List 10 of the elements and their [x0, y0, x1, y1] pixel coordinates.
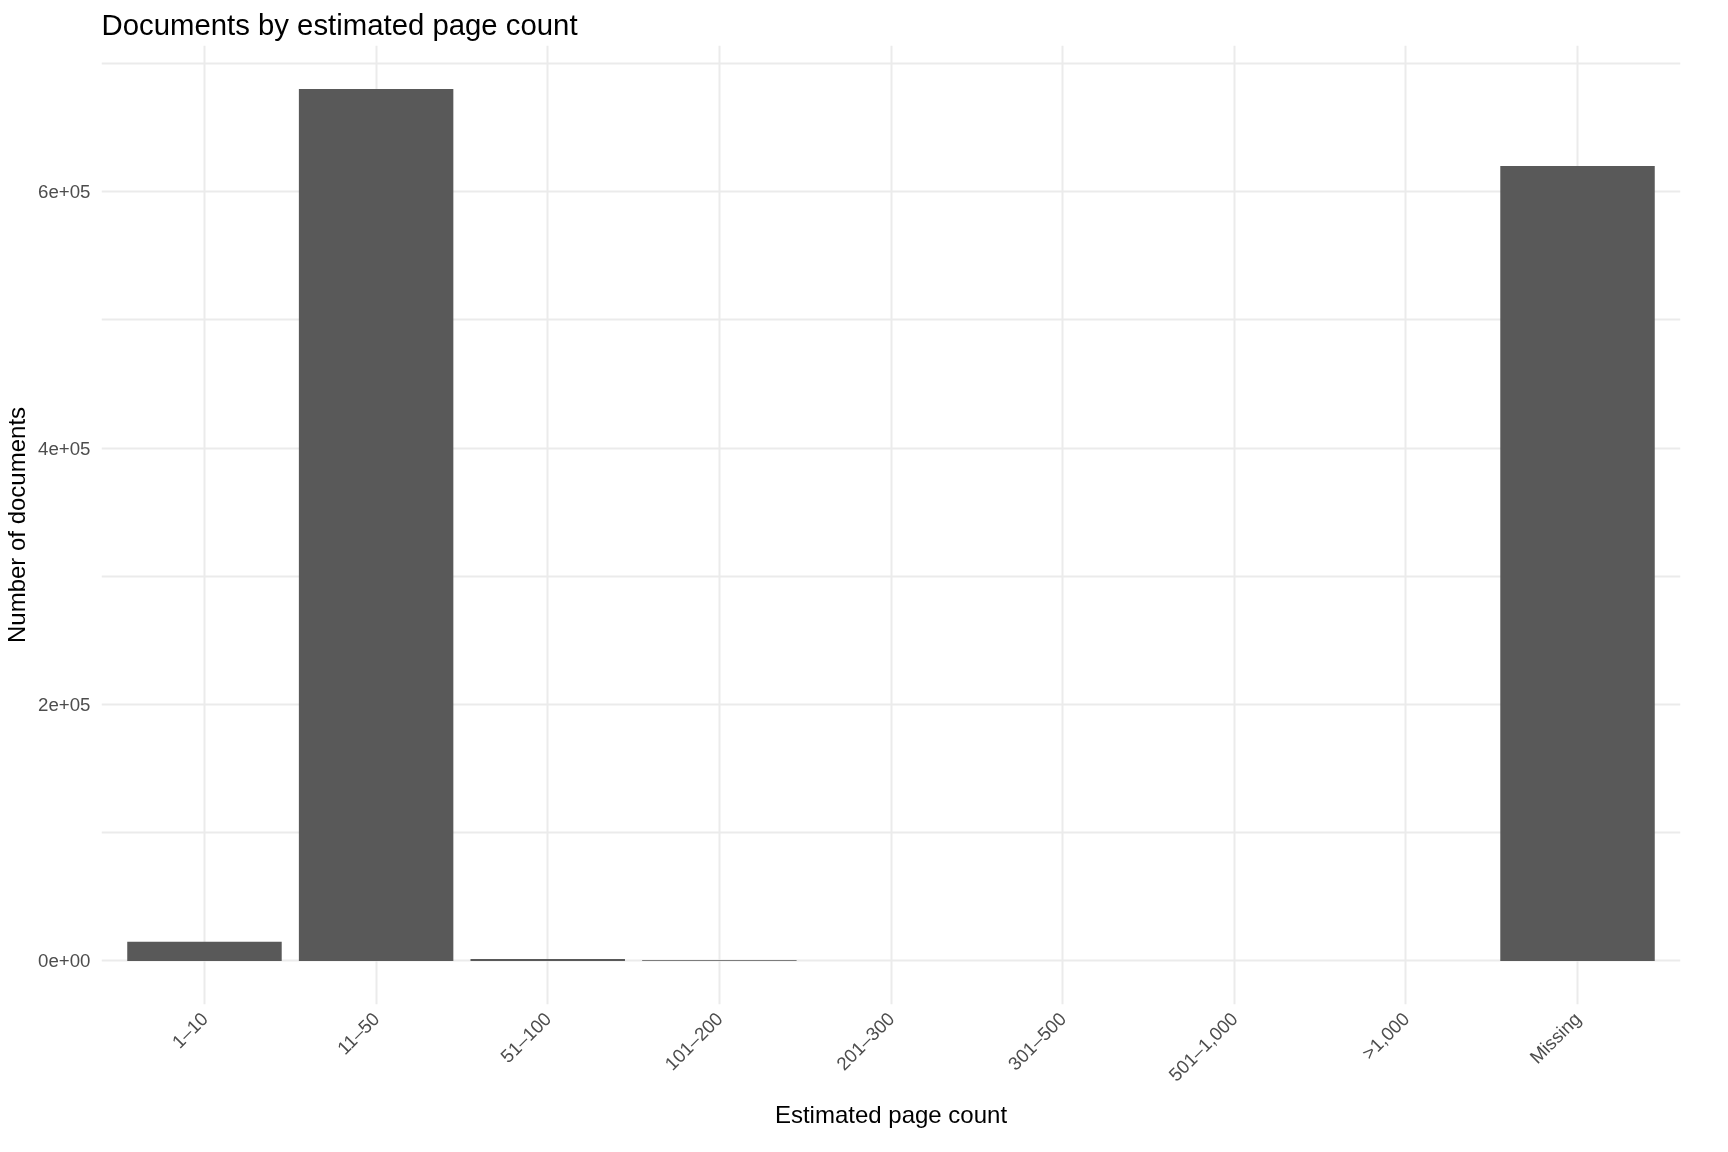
bar [298, 89, 454, 961]
x-axis-title: Estimated page count [774, 1100, 1008, 1128]
bar [127, 941, 282, 961]
y-tick-label: 6e+05 [38, 181, 91, 203]
y-axis-title: Number of documents [3, 406, 31, 644]
y-tick-label: 0e+00 [38, 950, 91, 972]
y-tick-label: 4e+05 [38, 437, 91, 459]
y-tick-label: 2e+05 [38, 693, 91, 715]
chart-title: Documents by estimated page count [101, 7, 578, 41]
bar [1500, 166, 1655, 961]
